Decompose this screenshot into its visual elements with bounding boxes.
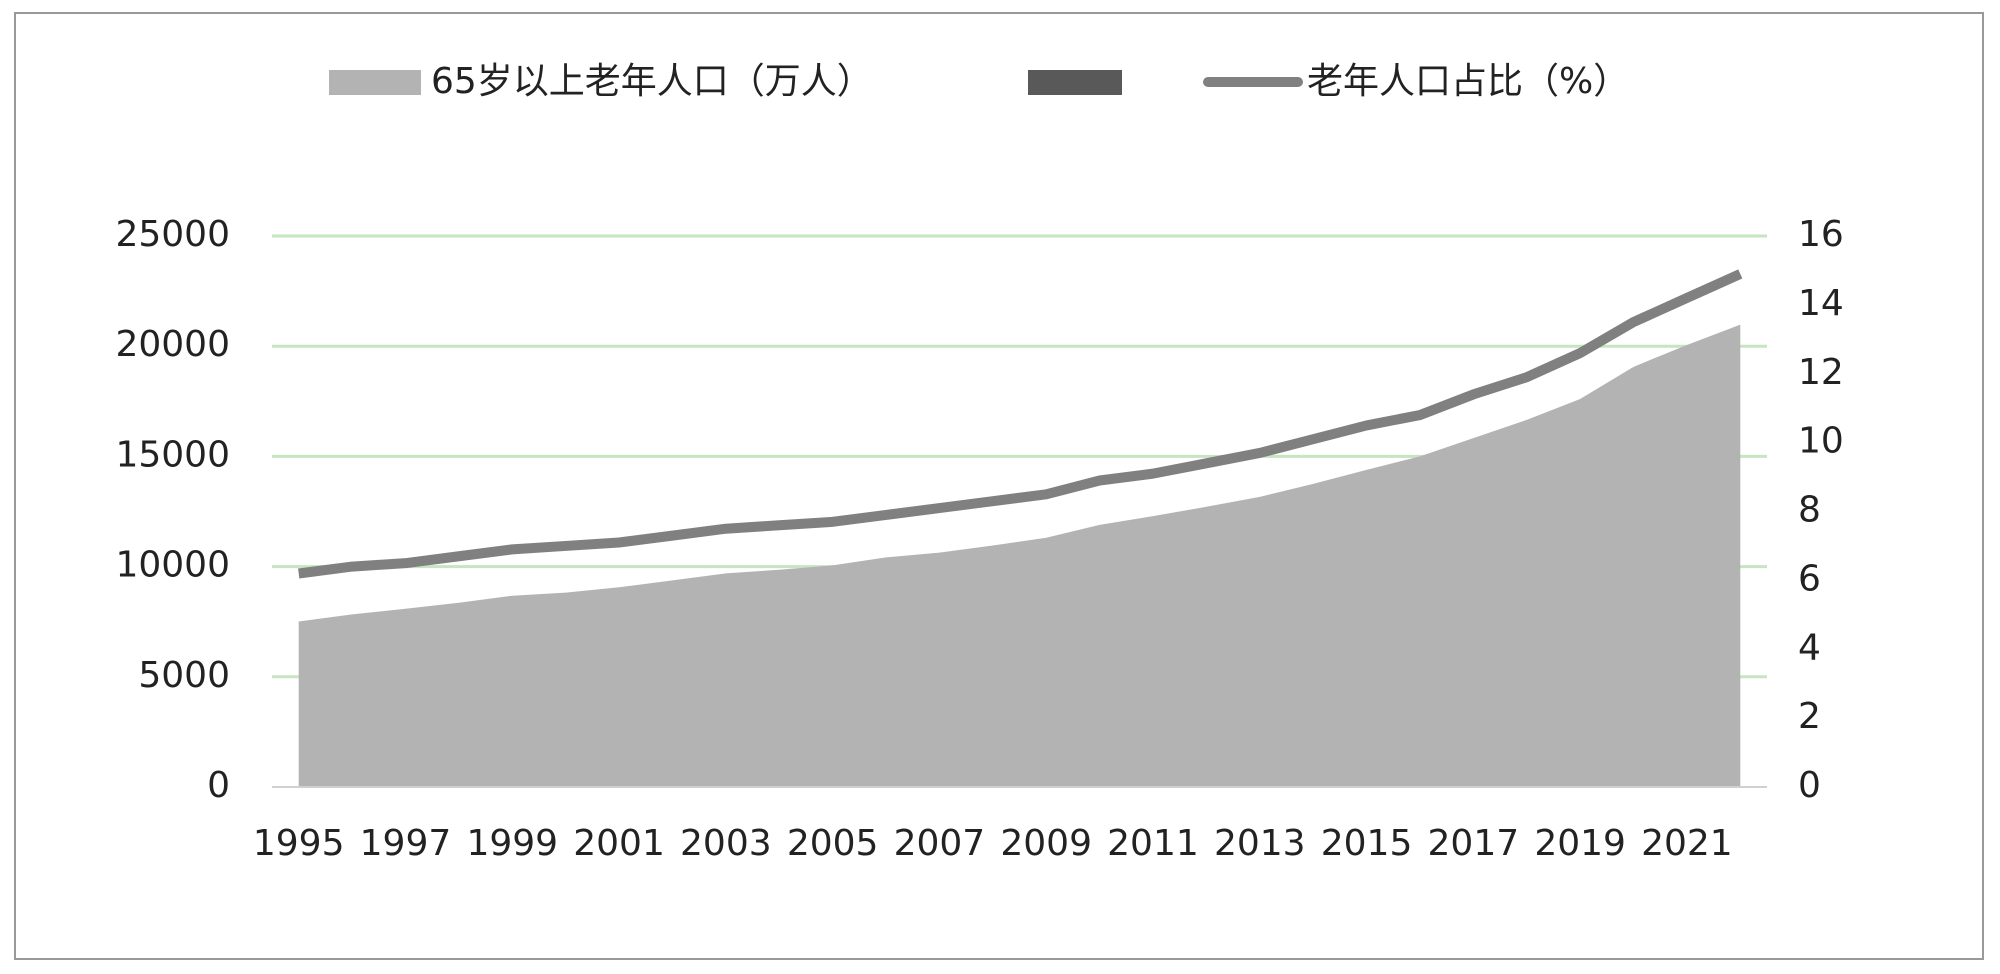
x-tick-label: 1997 xyxy=(360,823,452,864)
legend-label: 65岁以上老年人口（万人） xyxy=(431,61,873,102)
x-tick-label: 2011 xyxy=(1107,823,1199,864)
frame xyxy=(14,12,1984,960)
y2-tick-label: 10 xyxy=(1798,421,1844,462)
x-tick-label: 2015 xyxy=(1321,823,1413,864)
area xyxy=(298,324,1741,787)
x-tick-label: 2005 xyxy=(787,823,879,864)
y2-tick-label: 14 xyxy=(1798,283,1844,324)
line xyxy=(298,269,1743,579)
y-tick-label: 25000 xyxy=(115,214,230,255)
y2-tick-label: 4 xyxy=(1798,627,1821,668)
y-tick-label: 20000 xyxy=(115,324,230,365)
y-tick-label: 10000 xyxy=(115,545,230,586)
y2-tick-label: 8 xyxy=(1798,490,1821,531)
x-tick-label: 2017 xyxy=(1428,823,1520,864)
x-tick-label: 1995 xyxy=(253,823,345,864)
x-tick-label: 2007 xyxy=(894,823,986,864)
y-tick-label: 15000 xyxy=(115,434,230,475)
x-tick-label: 2009 xyxy=(1000,823,1092,864)
x-tick-label: 2021 xyxy=(1641,823,1733,864)
y2-tick-label: 0 xyxy=(1798,765,1821,806)
x-tick-label: 2013 xyxy=(1214,823,1306,864)
y2-tick-label: 16 xyxy=(1798,214,1844,255)
y2-tick-label: 2 xyxy=(1798,696,1821,737)
y-tick-label: 0 xyxy=(207,765,230,806)
y2-tick-label: 12 xyxy=(1798,352,1844,393)
x-tick-label: 1999 xyxy=(466,823,558,864)
legend-label: 老年人口占比（%） xyxy=(1307,61,1629,102)
legend-swatch xyxy=(329,70,421,95)
x-tick-label: 2019 xyxy=(1534,823,1626,864)
x-tick-label: 2003 xyxy=(680,823,772,864)
y-tick-label: 5000 xyxy=(138,655,230,696)
y2-tick-label: 6 xyxy=(1798,558,1821,599)
legend-swatch xyxy=(1028,70,1122,95)
x-tick-label: 2001 xyxy=(573,823,665,864)
